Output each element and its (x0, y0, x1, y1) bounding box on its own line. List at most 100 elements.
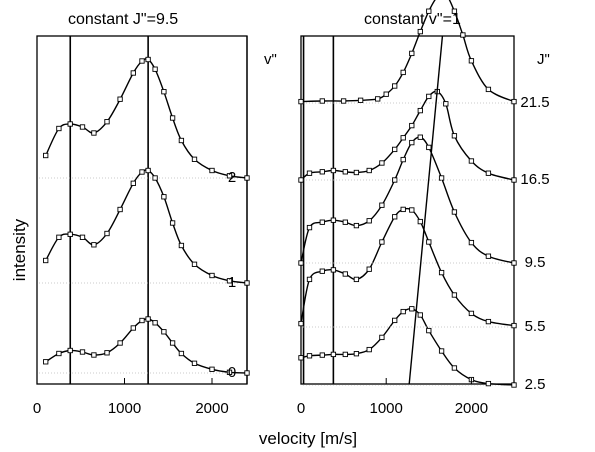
data-point (379, 160, 385, 166)
data-point (43, 152, 49, 159)
data-point (511, 98, 517, 105)
left-series-axis-title: v" (264, 51, 277, 68)
panel-right-frame (300, 35, 515, 385)
data-point (244, 370, 250, 376)
data-point (366, 167, 372, 174)
data-point (400, 156, 406, 163)
series-label: 16.5 (520, 171, 549, 188)
data-point (161, 89, 167, 95)
data-point (169, 115, 176, 121)
data-point (169, 340, 176, 346)
data-point (379, 334, 385, 341)
data-point (342, 169, 348, 175)
data-point (79, 124, 86, 130)
right-series-axis-title: J" (537, 51, 550, 68)
left-panel-title: constant J"=9.5 (68, 11, 178, 28)
data-point (330, 167, 337, 174)
data-point (139, 169, 145, 175)
data-point (191, 360, 198, 366)
data-point (342, 219, 348, 225)
panel-right: constant v"=1 J" 2.5 5.5 9.5 16.5 21.5 (298, 0, 550, 393)
data-point (43, 359, 49, 365)
data-point (56, 350, 62, 357)
data-point (169, 220, 176, 226)
data-point (409, 50, 415, 57)
data-point (353, 351, 360, 357)
series-line (45, 58, 248, 179)
data-point (152, 320, 158, 326)
x-tick-label: 1000 (370, 400, 403, 417)
data-point (485, 170, 492, 176)
data-point (330, 217, 337, 223)
x-tick-label: 2000 (455, 400, 488, 417)
panel-left-frame (36, 35, 248, 385)
data-point (298, 355, 304, 361)
data-point (392, 83, 398, 89)
data-point (366, 346, 372, 353)
x-tick-label: 2000 (195, 400, 228, 417)
data-point (451, 365, 458, 371)
data-point (117, 96, 123, 102)
data-point (319, 268, 325, 274)
data-point (392, 146, 398, 153)
data-point (104, 119, 110, 125)
data-point (178, 137, 185, 144)
data-point (56, 125, 62, 132)
series-label: 0 (228, 364, 236, 381)
data-point (79, 349, 86, 355)
data-point (91, 130, 97, 136)
data-point (511, 382, 517, 388)
data-point (438, 348, 445, 354)
data-point (319, 98, 325, 104)
data-point (104, 350, 110, 356)
series-label: 1 (228, 274, 236, 291)
data-point (298, 177, 304, 183)
data-point (152, 66, 158, 72)
data-point (330, 267, 337, 273)
data-point (130, 325, 136, 331)
data-point (443, 101, 449, 107)
series-line (45, 318, 248, 374)
panel-left: constant J"=9.5 v" 0 1 2 (36, 11, 277, 385)
data-point (104, 230, 110, 237)
data-point (417, 28, 423, 35)
data-point (117, 340, 123, 346)
data-point (298, 98, 304, 105)
data-point (178, 350, 185, 357)
data-point (226, 173, 233, 179)
data-point (426, 144, 432, 151)
y-axis-label: intensity (10, 218, 29, 281)
data-point (145, 316, 151, 322)
data-point (417, 312, 423, 318)
data-point (139, 58, 145, 64)
data-point (298, 260, 304, 266)
data-point (438, 175, 445, 181)
data-point (409, 207, 415, 213)
data-point (67, 121, 73, 127)
data-point (244, 280, 250, 286)
data-point (226, 278, 233, 284)
data-point (117, 206, 123, 213)
data-point (209, 272, 215, 279)
data-point (130, 70, 136, 76)
x-axis-label: velocity [m/s] (259, 429, 357, 448)
data-point (319, 219, 325, 225)
data-point (460, 32, 466, 38)
data-point (451, 292, 458, 298)
data-point (56, 234, 62, 240)
data-point (511, 322, 517, 329)
data-point (366, 218, 372, 224)
data-point (145, 167, 151, 174)
data-point (79, 234, 86, 240)
data-point (417, 107, 423, 114)
data-point (91, 352, 97, 358)
left-plot-area: 0 1 2 (39, 36, 250, 384)
data-point (319, 169, 325, 175)
data-point (130, 180, 136, 186)
data-point (468, 58, 475, 64)
data-point (468, 310, 475, 317)
series-label: 5.5 (525, 318, 546, 335)
data-point (400, 206, 406, 213)
data-point (451, 133, 458, 139)
